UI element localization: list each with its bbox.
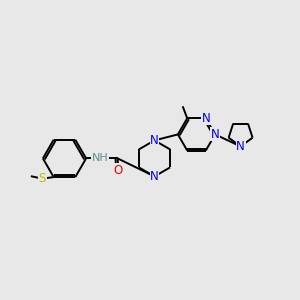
Text: N: N xyxy=(150,134,159,147)
Text: N: N xyxy=(236,140,245,153)
Text: N: N xyxy=(201,112,210,125)
Text: O: O xyxy=(114,164,123,177)
Text: NH: NH xyxy=(92,153,109,163)
Text: S: S xyxy=(39,172,46,185)
Text: N: N xyxy=(150,170,159,183)
Text: N: N xyxy=(211,128,220,141)
